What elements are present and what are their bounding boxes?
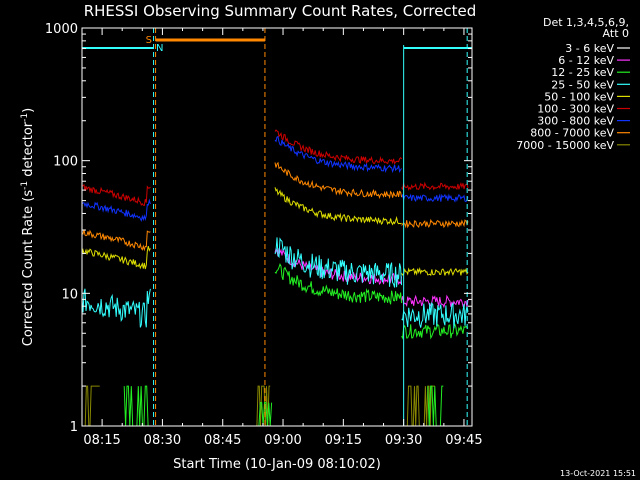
series-line [401, 193, 469, 203]
series-line [82, 288, 151, 328]
x-tick-label: 09:30 [385, 433, 422, 448]
series-line [258, 402, 273, 426]
series-line [401, 323, 469, 340]
plot-area [82, 28, 472, 426]
series-line [135, 326, 143, 347]
legend-entry-label: 6 - 12 keV [558, 54, 614, 67]
series-line [82, 229, 151, 252]
series-line [82, 198, 151, 223]
series-line [401, 181, 469, 191]
plot-frame [81, 27, 473, 427]
axis-ticks: 08:15 08:30 08:45 09:00 09:15 09:30 09:45 1 10 10… [45, 22, 483, 448]
y-axis-label: Corrected Count Rate (s-1 detector-1) [20, 108, 36, 346]
chart-title: RHESSI Observing Summary Count Rates, Co… [84, 2, 477, 20]
series-line [274, 237, 403, 288]
series-line [84, 385, 100, 426]
legend-entry-label: 800 - 7000 keV [530, 127, 614, 140]
series-line [82, 184, 151, 207]
series-line [401, 301, 469, 329]
series-line [401, 294, 469, 309]
y-tick-label: 1000 [45, 22, 78, 37]
legend-entry-label: 7000 - 15000 keV [516, 139, 614, 152]
series-line [401, 218, 469, 229]
series-line [274, 263, 403, 305]
x-tick-label: 09:00 [264, 433, 301, 448]
series-line [123, 385, 149, 426]
x-tick-label: 08:45 [204, 433, 241, 448]
x-tick-label: 09:45 [445, 433, 482, 448]
legend-entry-label: 50 - 100 keV [544, 90, 614, 103]
series-line [274, 129, 402, 165]
x-axis-label: Start Time (10-Jan-09 08:10:02) [173, 457, 381, 472]
y-tick-label: 100 [53, 155, 78, 170]
x-tick-label: 08:15 [83, 433, 120, 448]
y-tick-label: 10 [61, 287, 78, 302]
x-tick-label: 09:15 [325, 433, 362, 448]
footer-date: 13-Oct-2021 15:51 [560, 469, 636, 478]
legend-entry-label: 12 - 25 keV [551, 66, 614, 79]
series-line [274, 247, 403, 314]
x-tick-label: 08:30 [144, 433, 181, 448]
series-line [274, 187, 402, 226]
legend-entry-label: 300 - 800 keV [537, 115, 614, 128]
series-line [427, 385, 444, 426]
series-line [274, 161, 403, 200]
legend-entry-label: 100 - 300 keV [537, 103, 614, 116]
plot-data: SN [82, 28, 472, 426]
legend-entry-label: 25 - 50 keV [551, 78, 614, 91]
series-line [401, 267, 469, 277]
legend-header-line-2: Att 0 [603, 27, 629, 40]
series-line [82, 245, 151, 270]
series-line [274, 135, 402, 174]
night-flag-label: N [156, 43, 163, 54]
legend-entry-label: 3 - 6 keV [565, 42, 614, 55]
legend-header-line-1: Det 1,3,4,5,6,9, [543, 16, 629, 29]
y-tick-label: 1 [70, 420, 78, 435]
saa-flag-label: S [146, 35, 152, 46]
